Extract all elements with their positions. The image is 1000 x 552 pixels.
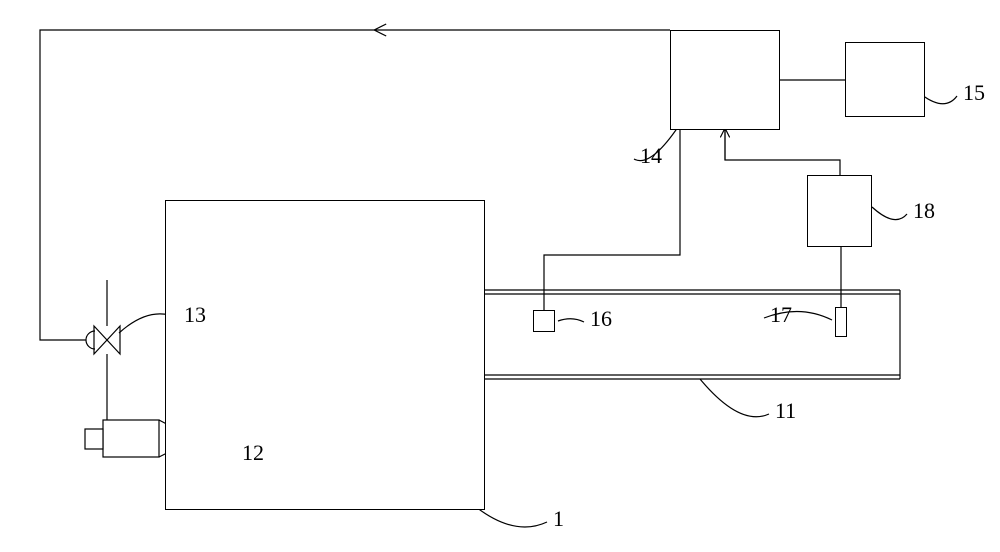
leader-11 [700, 379, 769, 417]
node-box17 [835, 307, 847, 337]
label-11: 11 [775, 398, 796, 424]
label-17: 17 [770, 302, 792, 328]
label-14: 14 [640, 143, 662, 169]
leader-1 [476, 507, 547, 527]
label-12: 12 [242, 440, 264, 466]
leader-16 [558, 319, 584, 322]
node-box16 [533, 310, 555, 332]
label-15: 15 [963, 80, 985, 106]
leader-18 [872, 207, 907, 220]
label-13: 13 [184, 302, 206, 328]
node-box15 [845, 42, 925, 117]
node-box1 [165, 200, 485, 510]
label-1: 1 [553, 506, 564, 532]
node-box18 [807, 175, 872, 247]
label-18: 18 [913, 198, 935, 224]
burner-stub [85, 429, 103, 449]
valve-icon [94, 326, 120, 354]
node-box14 [670, 30, 780, 130]
edge-0 [725, 130, 840, 175]
burner-body [103, 420, 159, 457]
label-16: 16 [590, 306, 612, 332]
leader-15 [922, 95, 957, 104]
